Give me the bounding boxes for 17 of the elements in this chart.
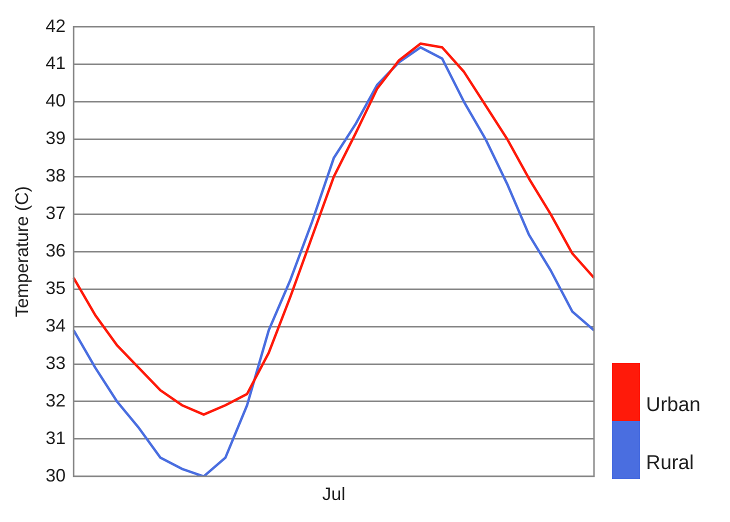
- y-tick-label: 31: [46, 428, 66, 448]
- y-tick-label: 40: [46, 90, 66, 111]
- y-tick-label: 34: [46, 316, 66, 336]
- y-tick-label: 32: [46, 390, 66, 410]
- y-tick-label: 35: [46, 278, 66, 298]
- y-tick-label: 39: [46, 128, 66, 148]
- y-tick-label: 37: [46, 203, 66, 224]
- y-tick-label: 30: [46, 465, 66, 486]
- y-tick-label: 41: [46, 53, 66, 74]
- y-tick-label: 36: [46, 240, 66, 261]
- text: Rural: [646, 452, 694, 475]
- y-tick-label: 38: [46, 166, 66, 186]
- x-tick-label: Jul: [322, 484, 346, 504]
- y-tick-label: 33: [46, 352, 66, 373]
- y-tick-label: 42: [46, 16, 66, 36]
- text: Urban: [646, 394, 700, 417]
- y-axis-title: Temperature (C): [12, 186, 32, 318]
